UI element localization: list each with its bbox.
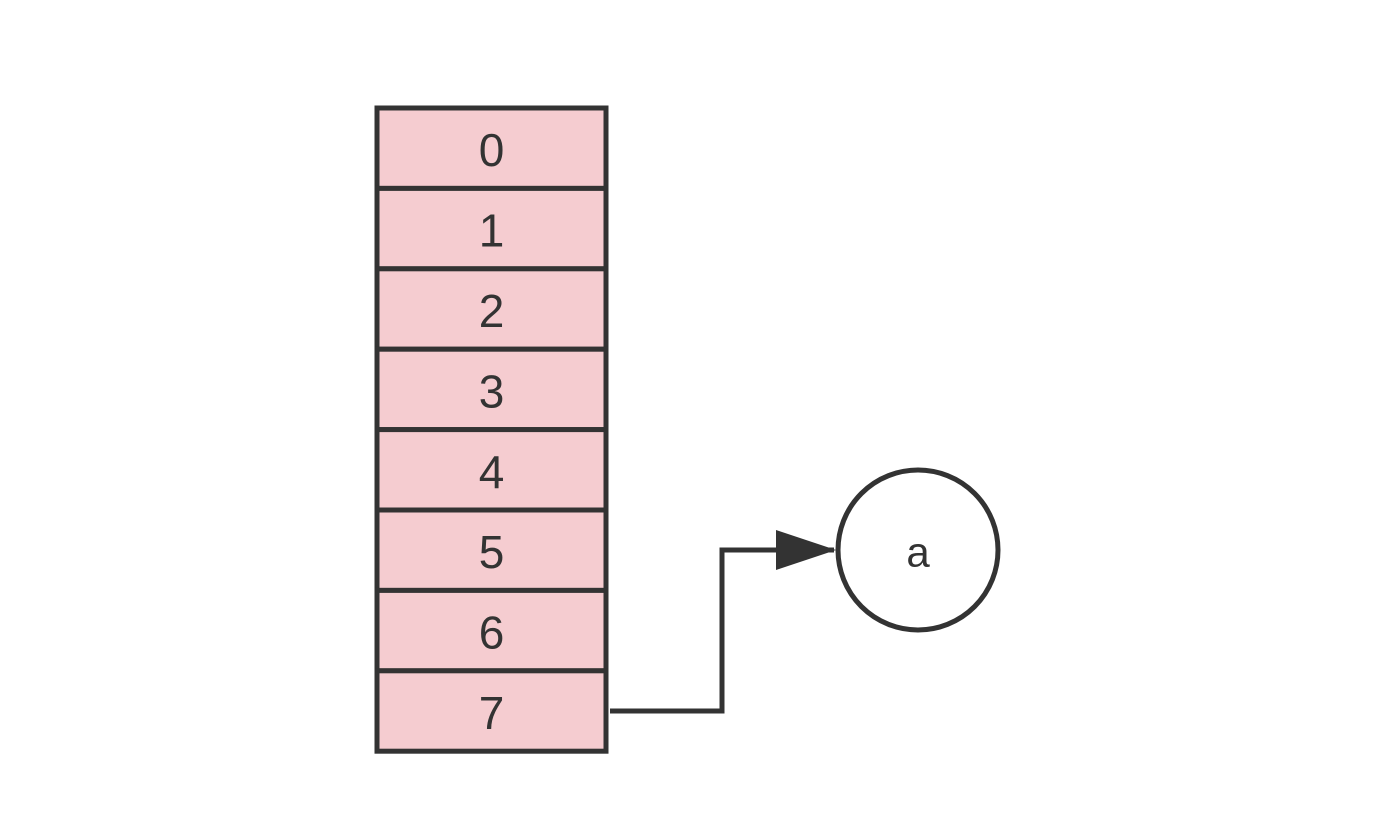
bucket-cell-box	[374, 346, 609, 433]
bucket-cell-label: 4	[479, 446, 505, 498]
bucket-cell-2: 2	[374, 266, 609, 352]
bucket-cell-label: 5	[479, 526, 505, 578]
bucket-array: 0 1 2 3 4 5 6 7	[374, 105, 609, 754]
bucket-cell-box	[374, 668, 609, 754]
bucket-cell-7: 7	[374, 668, 609, 754]
bucket-cell-box	[374, 507, 609, 593]
bucket-cell-label: 7	[479, 687, 505, 739]
bucket-cell-4: 4	[374, 427, 609, 513]
bucket-cell-label: 0	[479, 124, 505, 176]
linked-node-a: a	[835, 467, 1001, 633]
bucket-cell-0: 0	[374, 105, 609, 191]
bucket-cell-label: 1	[479, 205, 505, 257]
bucket-cell-6: 6	[374, 587, 609, 674]
pointer-arrow	[610, 530, 836, 714]
node-label: a	[906, 529, 930, 576]
bucket-cell-1: 1	[374, 185, 609, 272]
bucket-cell-label: 6	[479, 607, 505, 659]
bucket-cell-5: 5	[374, 507, 609, 593]
bucket-cell-3: 3	[374, 346, 609, 433]
node-circle	[835, 467, 1001, 633]
bucket-cell-label: 3	[479, 365, 505, 417]
bucket-cell-label: 2	[479, 285, 505, 337]
